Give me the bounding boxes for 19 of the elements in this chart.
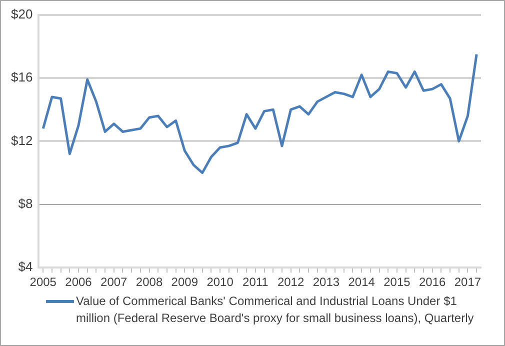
y-tick-label: $20 — [10, 6, 33, 22]
x-tick-label: 2017 — [454, 275, 482, 290]
x-tick-label: 2006 — [65, 275, 92, 290]
y-tick-label: $16 — [10, 70, 33, 85]
x-tick-label: 2005 — [30, 275, 57, 290]
x-tick-label: 2012 — [277, 275, 304, 290]
x-tick-label: 2009 — [171, 275, 198, 290]
x-tick-label: 2016 — [418, 275, 446, 290]
x-tick-label: 2015 — [384, 275, 411, 290]
y-tick-label: $8 — [18, 196, 33, 211]
y-tick-label: $12 — [10, 132, 33, 148]
y-tick-label: $4 — [18, 259, 33, 274]
x-tick-label: 2014 — [348, 275, 376, 290]
x-tick-label: 2013 — [312, 275, 340, 290]
x-tick-label: 2007 — [100, 275, 128, 290]
x-tick-label: 2011 — [242, 275, 269, 290]
x-tick-label: 2008 — [136, 275, 163, 290]
x-tick-label: 2010 — [206, 275, 234, 290]
legend-label: Value of Commerical Banks' Commerical and Industrial Loans Under $1 million (Federal Reserve Board's proxy for small business loans), Quarterly — [76, 293, 475, 327]
